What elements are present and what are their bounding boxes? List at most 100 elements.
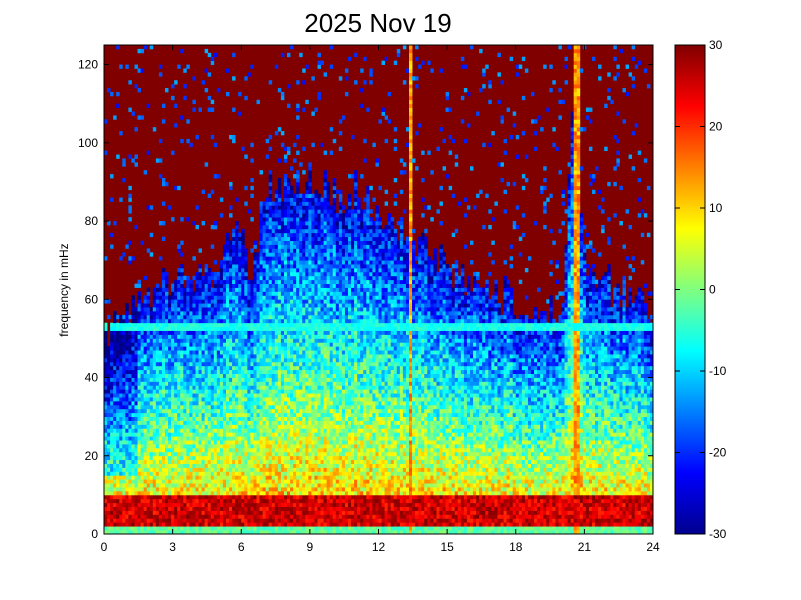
heatmap-cell xyxy=(260,436,263,440)
heatmap-cell xyxy=(296,428,299,432)
heatmap-cell xyxy=(238,518,241,522)
heatmap-cell xyxy=(226,272,229,276)
heatmap-cell xyxy=(171,409,174,413)
heatmap-cell xyxy=(257,260,260,264)
heatmap-cell xyxy=(119,65,122,69)
heatmap-cell xyxy=(165,479,168,483)
heatmap-cell xyxy=(287,280,290,284)
heatmap-cell xyxy=(104,432,107,436)
heatmap-cell xyxy=(217,342,220,346)
heatmap-cell xyxy=(220,354,223,358)
heatmap-cell xyxy=(202,311,205,315)
heatmap-cell xyxy=(171,522,174,526)
heatmap-cell xyxy=(287,448,290,452)
heatmap-cell xyxy=(281,303,284,307)
heatmap-cell xyxy=(296,421,299,425)
heatmap-cell xyxy=(153,405,156,409)
heatmap-cell xyxy=(269,170,272,174)
heatmap-cell xyxy=(168,452,171,456)
heatmap-cell xyxy=(180,460,183,464)
heatmap-cell xyxy=(290,303,293,307)
heatmap-cell xyxy=(272,295,275,299)
heatmap-cell xyxy=(299,464,302,468)
heatmap-cell xyxy=(189,514,192,518)
heatmap-cell xyxy=(110,374,113,378)
heatmap-cell xyxy=(183,503,186,507)
heatmap-cell xyxy=(135,452,138,456)
heatmap-cell xyxy=(104,381,107,385)
heatmap-cell xyxy=(119,424,122,428)
heatmap-cell xyxy=(122,385,125,389)
heatmap-cell xyxy=(260,424,263,428)
heatmap-cell xyxy=(168,307,171,311)
heatmap-cell xyxy=(156,327,159,331)
heatmap-cell xyxy=(220,213,223,217)
heatmap-cell xyxy=(199,385,202,389)
heatmap-cell xyxy=(171,397,174,401)
heatmap-cell xyxy=(293,342,296,346)
heatmap-cell xyxy=(299,526,302,530)
heatmap-cell xyxy=(162,280,165,284)
heatmap-cell xyxy=(278,444,281,448)
heatmap-cell xyxy=(257,280,260,284)
heatmap-cell xyxy=(247,514,250,518)
heatmap-cell xyxy=(135,409,138,413)
heatmap-cell xyxy=(171,518,174,522)
heatmap-cell xyxy=(275,272,278,276)
heatmap-cell xyxy=(272,397,275,401)
heatmap-cell xyxy=(235,252,238,256)
heatmap-cell xyxy=(220,315,223,319)
heatmap-cell xyxy=(189,362,192,366)
heatmap-cell xyxy=(135,514,138,518)
heatmap-cell xyxy=(296,80,299,84)
heatmap-cell xyxy=(186,139,189,143)
heatmap-cell xyxy=(296,503,299,507)
heatmap-cell xyxy=(156,370,159,374)
heatmap-cell xyxy=(153,483,156,487)
heatmap-cell xyxy=(135,401,138,405)
heatmap-cell xyxy=(205,315,208,319)
heatmap-cell xyxy=(144,448,147,452)
heatmap-cell xyxy=(235,444,238,448)
heatmap-cell xyxy=(238,381,241,385)
heatmap-cell xyxy=(189,381,192,385)
heatmap-cell xyxy=(147,327,150,331)
heatmap-cell xyxy=(223,511,226,515)
heatmap-cell xyxy=(238,389,241,393)
heatmap-cell xyxy=(253,409,256,413)
heatmap-cell xyxy=(162,444,165,448)
heatmap-cell xyxy=(272,213,275,217)
heatmap-cell xyxy=(278,471,281,475)
heatmap-cell xyxy=(257,409,260,413)
heatmap-cell xyxy=(165,331,168,335)
heatmap-cell xyxy=(281,233,284,237)
heatmap-cell xyxy=(220,471,223,475)
heatmap-cell xyxy=(302,68,305,72)
heatmap-cell xyxy=(159,374,162,378)
heatmap-cell xyxy=(162,440,165,444)
heatmap-cell xyxy=(241,233,244,237)
heatmap-cell xyxy=(253,405,256,409)
heatmap-cell xyxy=(196,471,199,475)
heatmap-cell xyxy=(165,491,168,495)
heatmap-cell xyxy=(217,331,220,335)
heatmap-cell xyxy=(214,307,217,311)
heatmap-cell xyxy=(241,444,244,448)
heatmap-cell xyxy=(278,217,281,221)
heatmap-cell xyxy=(165,378,168,382)
heatmap-cell xyxy=(192,370,195,374)
heatmap-cell xyxy=(107,417,110,421)
heatmap-cell xyxy=(110,464,113,468)
heatmap-cell xyxy=(257,370,260,374)
heatmap-cell xyxy=(116,475,119,479)
heatmap-cell xyxy=(156,424,159,428)
heatmap-cell xyxy=(287,323,290,327)
heatmap-cell xyxy=(128,448,131,452)
heatmap-cell xyxy=(290,491,293,495)
heatmap-cell xyxy=(284,409,287,413)
heatmap-cell xyxy=(144,464,147,468)
heatmap-cell xyxy=(250,303,253,307)
heatmap-cell xyxy=(278,385,281,389)
heatmap-cell xyxy=(156,522,159,526)
heatmap-cell xyxy=(263,417,266,421)
